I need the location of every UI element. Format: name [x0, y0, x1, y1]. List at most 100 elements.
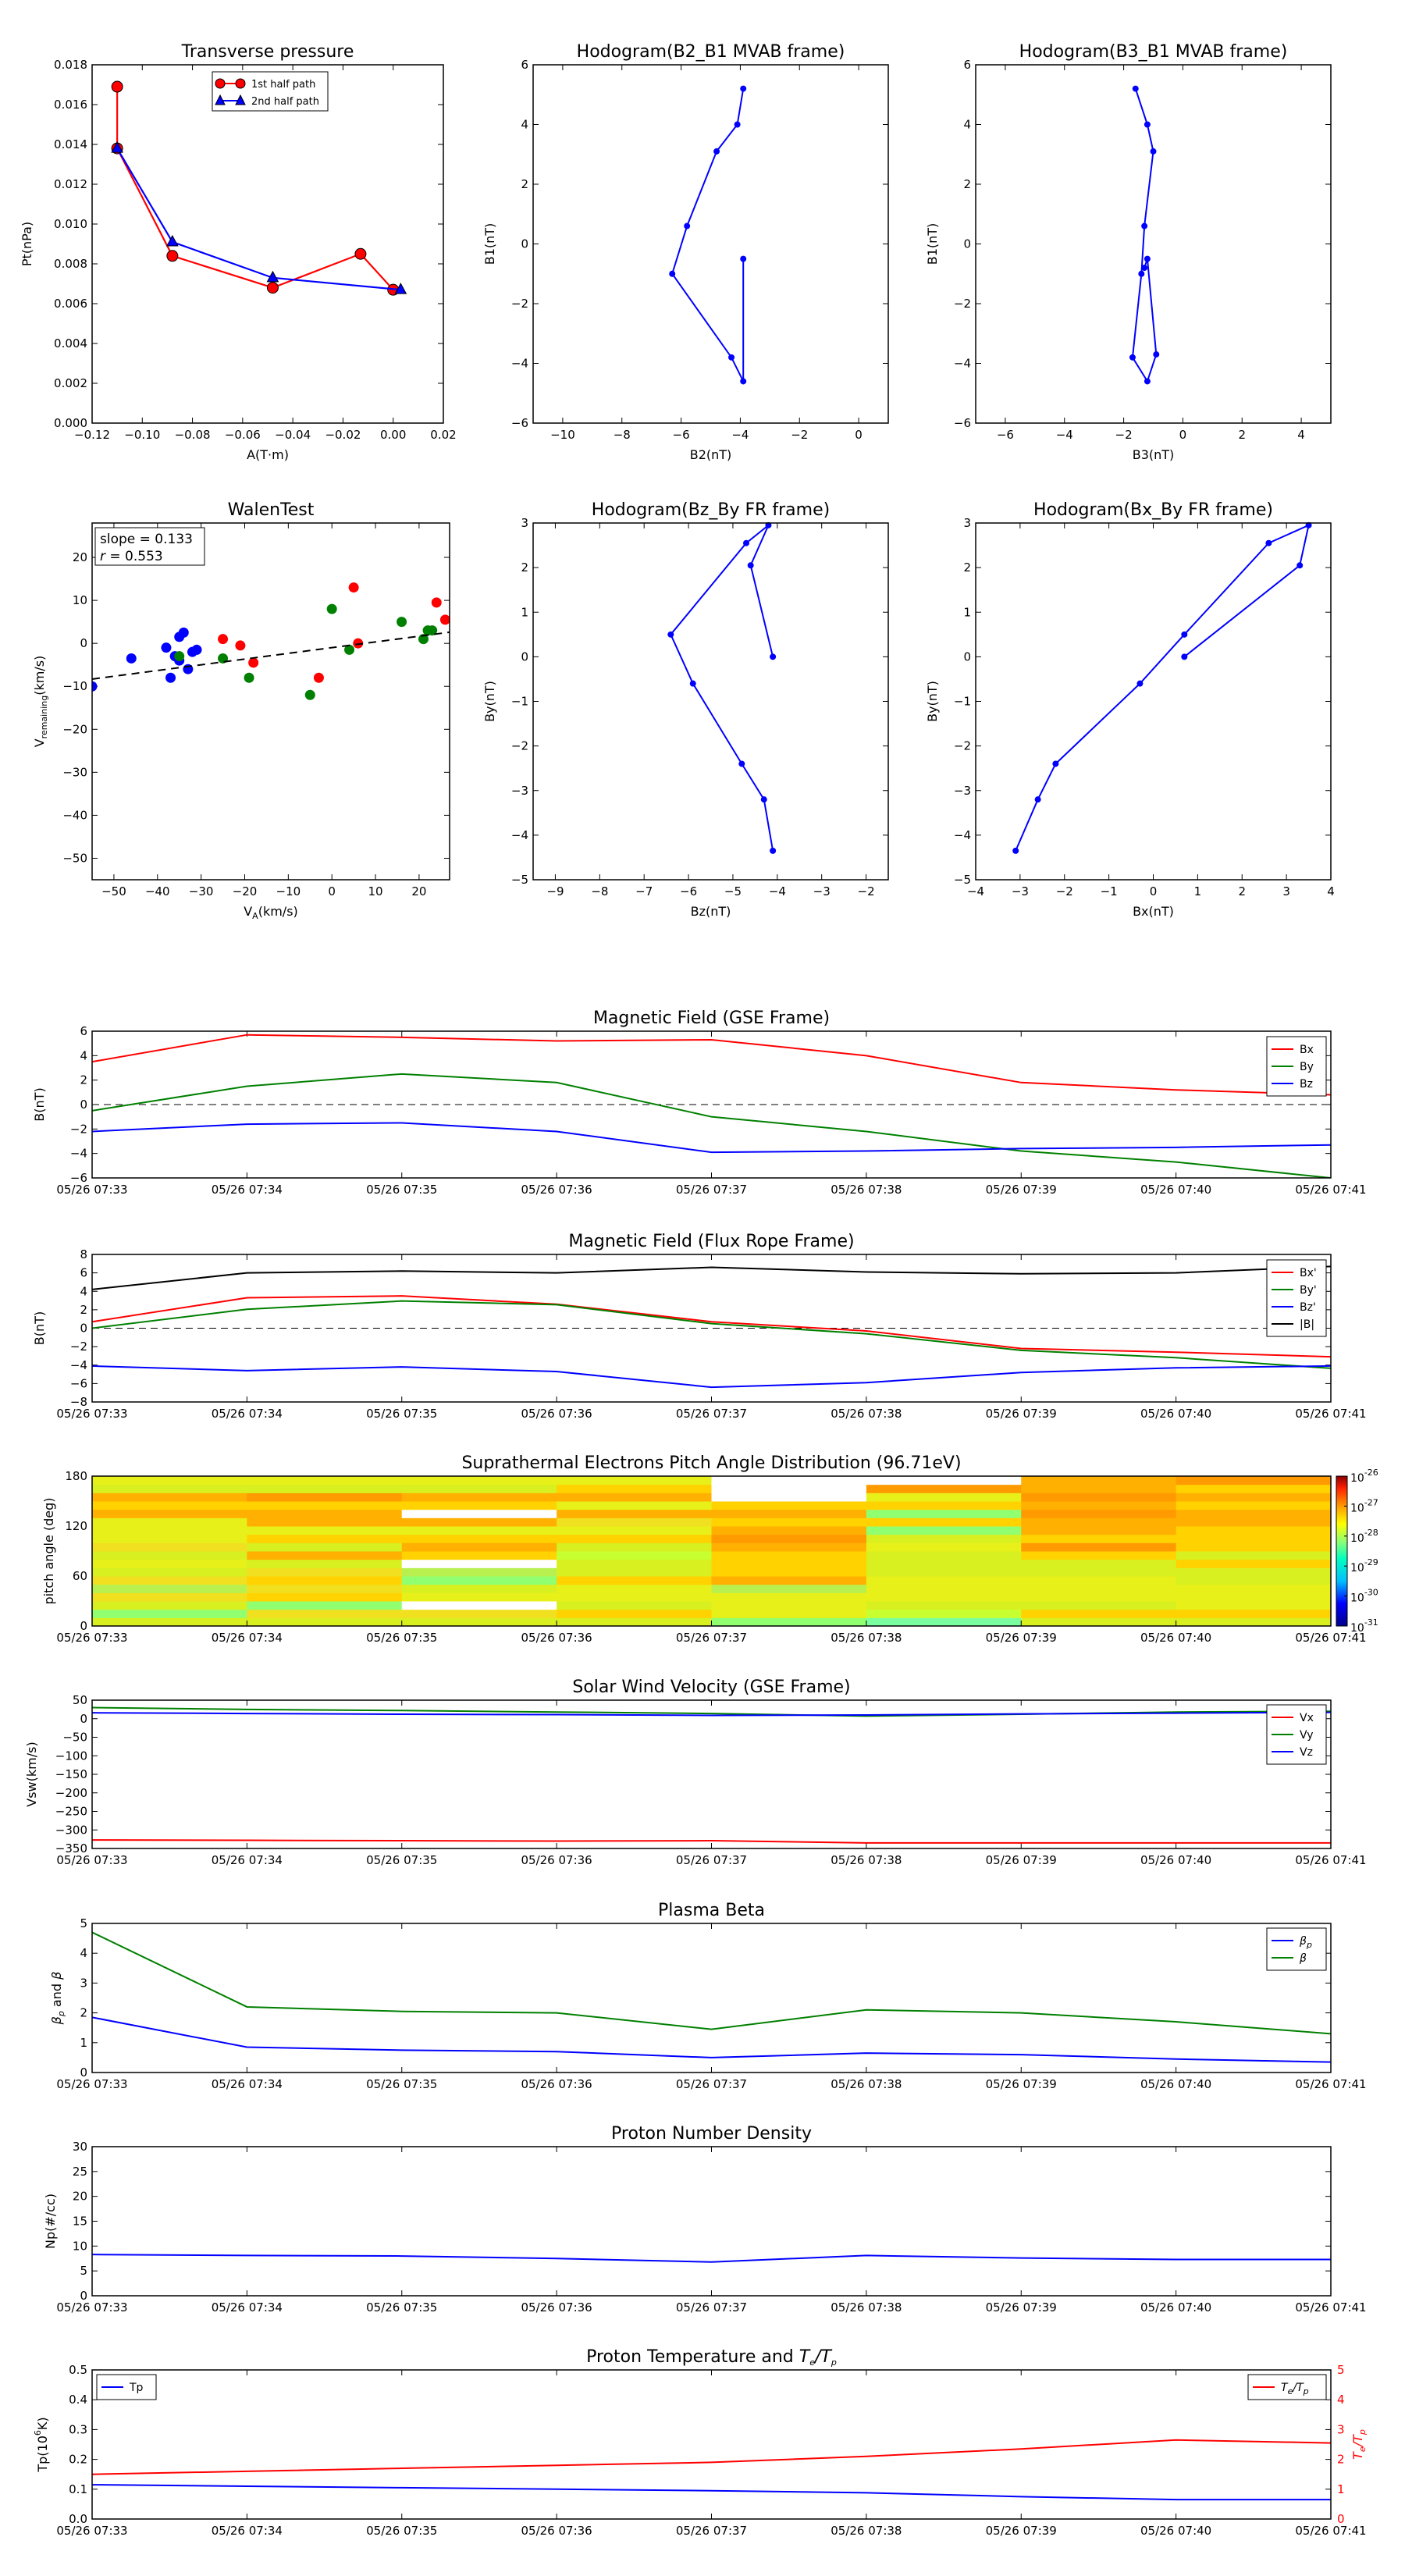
x-tick-label: 05/26 07:34	[212, 2524, 283, 2538]
text-part: T	[1350, 2434, 1365, 2443]
data-point	[191, 644, 202, 655]
heatmap-cell	[401, 1551, 557, 1560]
x-tick-label: −0.02	[325, 428, 361, 442]
heatmap-cell	[247, 1559, 403, 1568]
y-tick-label: 25	[73, 2165, 87, 2179]
heatmap-cell	[92, 1484, 247, 1493]
legend-label: |B|	[1300, 1318, 1314, 1331]
axes-frame	[91, 1254, 1332, 1403]
heatmap-cell	[401, 1484, 557, 1493]
y-tick-label: −20	[62, 722, 87, 736]
x-tick-label: −4	[1056, 428, 1073, 442]
text-part: V	[244, 904, 252, 919]
heatmap-cell	[866, 1576, 1022, 1585]
y-tick-label: 0.002	[54, 376, 87, 390]
data-point	[166, 234, 179, 247]
x-tick-label: 05/26 07:41	[1295, 1407, 1366, 1421]
data-point	[427, 625, 438, 636]
heatmap-cell	[247, 1534, 403, 1543]
text-part: e	[809, 2357, 815, 2368]
text-part: /	[813, 2347, 823, 2367]
x-tick-label: 05/26 07:35	[366, 1853, 437, 1867]
heatmap-cell	[1176, 1501, 1332, 1510]
y-tick-label: 0	[80, 1712, 87, 1726]
data-point	[684, 222, 691, 229]
data-point	[266, 270, 279, 283]
colorbar-tick-label: 10-29	[1350, 1557, 1378, 1574]
y-tick-label: −30	[62, 765, 87, 779]
chart-title: Hodogram(B3_B1 MVAB frame)	[1019, 42, 1288, 62]
heatmap-cell	[557, 1551, 712, 1560]
data-point	[439, 614, 450, 625]
data-point	[1132, 85, 1139, 92]
heatmap-cell	[401, 1609, 557, 1618]
data-point	[244, 672, 254, 683]
legend-marker	[235, 94, 246, 105]
legend-label: Bz'	[1300, 1301, 1316, 1314]
chart-title: Transverse pressure	[181, 42, 354, 62]
series-line	[92, 1364, 1331, 1389]
text-part: -29	[1364, 1557, 1378, 1567]
text-part: e	[1357, 2446, 1368, 2452]
heatmap-cells	[92, 1476, 1332, 1627]
text-part: remaining	[39, 696, 49, 739]
heatmap-cell	[1021, 1534, 1177, 1543]
x-tick-label: 05/26 07:35	[366, 2077, 437, 2091]
x-axis-label: Bx(nT)	[1133, 904, 1174, 919]
heatmap-cell	[1021, 1476, 1177, 1485]
x-tick-label: −6	[680, 884, 697, 898]
heatmap-cell	[92, 1509, 247, 1518]
data-point	[667, 631, 674, 638]
y-axis-label: Vremaining(km/s)	[32, 656, 49, 748]
y-tick-label: −2	[70, 1340, 87, 1354]
x-tick-label: 05/26 07:41	[1295, 2524, 1366, 2538]
x-tick-label: 05/26 07:34	[212, 2077, 283, 2091]
y-tick-label: −4	[954, 357, 971, 371]
heatmap-cell	[92, 1592, 247, 1602]
x-tick-label: 05/26 07:34	[212, 1407, 283, 1421]
y-tick-label: 0.4	[69, 2393, 87, 2407]
x-tick-label: 05/26 07:40	[1140, 1407, 1211, 1421]
heatmap-cell	[557, 1526, 712, 1535]
x-tick-label: 05/26 07:34	[212, 1183, 283, 1197]
x-tick-label: −10	[550, 428, 575, 442]
colorbar-tick-label: 10-31	[1350, 1617, 1378, 1635]
y-tick-label: 1	[521, 605, 528, 619]
axes-frame	[91, 2369, 1332, 2520]
text-part: p	[1357, 2429, 1368, 2435]
y-tick-label: 0	[521, 237, 528, 251]
y-tick-label: 6	[521, 58, 528, 72]
x-tick-label: 05/26 07:38	[831, 1853, 902, 1867]
y-tick-label: 1	[80, 2036, 87, 2050]
heatmap-cell	[711, 1476, 867, 1485]
data-point	[770, 653, 777, 660]
heatmap-cell	[1176, 1476, 1332, 1485]
y-tick-label-right: 3	[1337, 2422, 1345, 2436]
x-tick-label: 1	[1194, 884, 1202, 898]
heatmap-cell	[866, 1592, 1022, 1602]
data-point	[770, 847, 777, 854]
heatmap-cell	[1021, 1501, 1177, 1510]
heatmap-cell	[1021, 1484, 1177, 1493]
text-part: = 0.553	[105, 549, 163, 564]
text-part: p	[1303, 2386, 1309, 2396]
x-tick-label: 2	[1238, 428, 1246, 442]
legend-box	[1266, 1259, 1327, 1337]
y-tick-label: −6	[70, 1376, 87, 1390]
heatmap-cell	[247, 1592, 403, 1602]
x-tick-label: 05/26 07:39	[986, 1631, 1057, 1645]
y-tick-label: 0.0	[69, 2512, 87, 2526]
x-tick-label: −8	[614, 428, 631, 442]
heatmap-cell	[92, 1542, 247, 1552]
heatmap-cell	[1021, 1493, 1177, 1502]
y-tick-label: 0.000	[54, 416, 87, 430]
heatmap-cell	[401, 1526, 557, 1535]
y-tick-label: 6	[80, 1266, 87, 1280]
series-line	[92, 2439, 1331, 2475]
heatmap-cell	[711, 1567, 867, 1577]
colorbar-tick-label: 10-26	[1350, 1468, 1378, 1485]
y-axis-label: Tp(106K)	[33, 2417, 50, 2472]
series-line	[92, 1295, 1331, 1358]
heatmap-cell	[247, 1601, 403, 1610]
y-tick-label: 0	[80, 1619, 87, 1633]
